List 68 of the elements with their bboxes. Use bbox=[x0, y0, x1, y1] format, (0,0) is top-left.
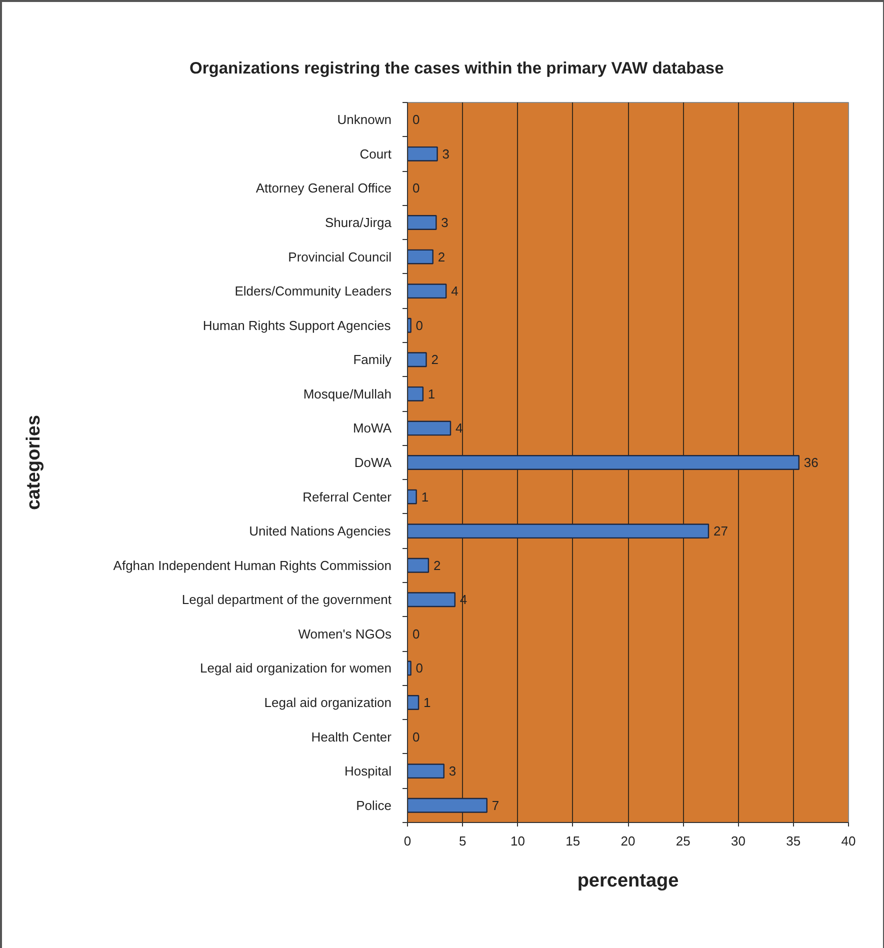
y-axis-title: categories bbox=[23, 414, 44, 510]
data-label: 2 bbox=[433, 558, 441, 573]
data-label: 3 bbox=[442, 146, 450, 162]
y-tick-label: Legal aid organization bbox=[264, 695, 392, 710]
y-tick-label: Health Center bbox=[311, 729, 392, 744]
x-tick-label: 35 bbox=[786, 834, 801, 848]
x-tick-label: 40 bbox=[841, 834, 856, 848]
bar bbox=[408, 352, 427, 368]
data-label: 0 bbox=[412, 729, 420, 744]
x-tick-label: 30 bbox=[731, 834, 746, 848]
bar bbox=[408, 489, 417, 504]
data-label: 7 bbox=[492, 798, 500, 813]
data-label: 4 bbox=[451, 284, 458, 299]
x-tick-label: 20 bbox=[620, 834, 636, 848]
y-tick-label: Legal aid organization for women bbox=[200, 660, 392, 676]
y-tick-label: Human Rights Support Agencies bbox=[202, 318, 392, 333]
bar bbox=[408, 420, 452, 436]
chart-title: Organizations registring the cases within the primary VAW database bbox=[190, 60, 724, 78]
data-label: 2 bbox=[431, 352, 438, 368]
data-label: 0 bbox=[412, 626, 420, 642]
data-label: 1 bbox=[428, 386, 436, 402]
data-label: 3 bbox=[441, 215, 448, 230]
data-label: 3 bbox=[448, 764, 456, 779]
bar bbox=[408, 284, 447, 299]
y-tick-label: Women's NGOs bbox=[298, 626, 392, 642]
y-tick-label: Shura/Jirga bbox=[325, 215, 392, 230]
y-tick-label: Elders/Community Leaders bbox=[234, 284, 392, 299]
data-label: 1 bbox=[424, 695, 431, 710]
x-tick-label: 5 bbox=[459, 834, 466, 848]
y-tick-label: Legal department of the government bbox=[182, 592, 392, 608]
data-label: 1 bbox=[421, 489, 429, 504]
bar bbox=[408, 146, 438, 162]
data-label: 36 bbox=[804, 455, 818, 470]
y-tick-label: DoWA bbox=[354, 455, 392, 470]
bar bbox=[408, 386, 424, 402]
y-tick-label: Family bbox=[353, 352, 392, 368]
y-tick-label: United Nations Agencies bbox=[249, 524, 392, 539]
y-tick-label: Police bbox=[356, 798, 392, 813]
x-tick-label: 0 bbox=[404, 834, 412, 848]
y-tick-label: Unknown bbox=[337, 112, 392, 128]
bar bbox=[408, 558, 430, 573]
data-label: 0 bbox=[416, 318, 424, 333]
bar bbox=[408, 764, 444, 779]
y-tick-label: Provincial Council bbox=[288, 249, 392, 264]
y-tick-label: Mosque/Mullah bbox=[303, 386, 392, 402]
bar bbox=[408, 524, 710, 539]
y-tick-label: Hospital bbox=[344, 764, 392, 779]
bar bbox=[408, 695, 420, 710]
x-tick-label: 10 bbox=[510, 834, 525, 848]
x-tick-label: 25 bbox=[676, 834, 690, 848]
data-label: 0 bbox=[412, 180, 420, 196]
data-label: 27 bbox=[713, 524, 728, 539]
data-label: 0 bbox=[416, 660, 424, 676]
data-label: 2 bbox=[438, 249, 446, 264]
bar bbox=[408, 455, 800, 470]
y-tick-label: Referral Center bbox=[302, 489, 392, 504]
x-tick-label: 15 bbox=[566, 834, 580, 848]
data-label: 0 bbox=[412, 112, 420, 128]
y-tick-label: Court bbox=[360, 146, 392, 162]
y-tick-label: Attorney General Office bbox=[256, 180, 392, 196]
bar bbox=[408, 215, 437, 230]
y-tick-label: MoWA bbox=[352, 420, 392, 436]
bar bbox=[408, 318, 412, 333]
bar bbox=[408, 592, 456, 608]
x-axis-title: percentage bbox=[577, 870, 679, 892]
bar bbox=[408, 249, 434, 264]
bar bbox=[408, 798, 488, 813]
y-tick-label: Afghan Independent Human Rights Commission bbox=[113, 558, 392, 573]
